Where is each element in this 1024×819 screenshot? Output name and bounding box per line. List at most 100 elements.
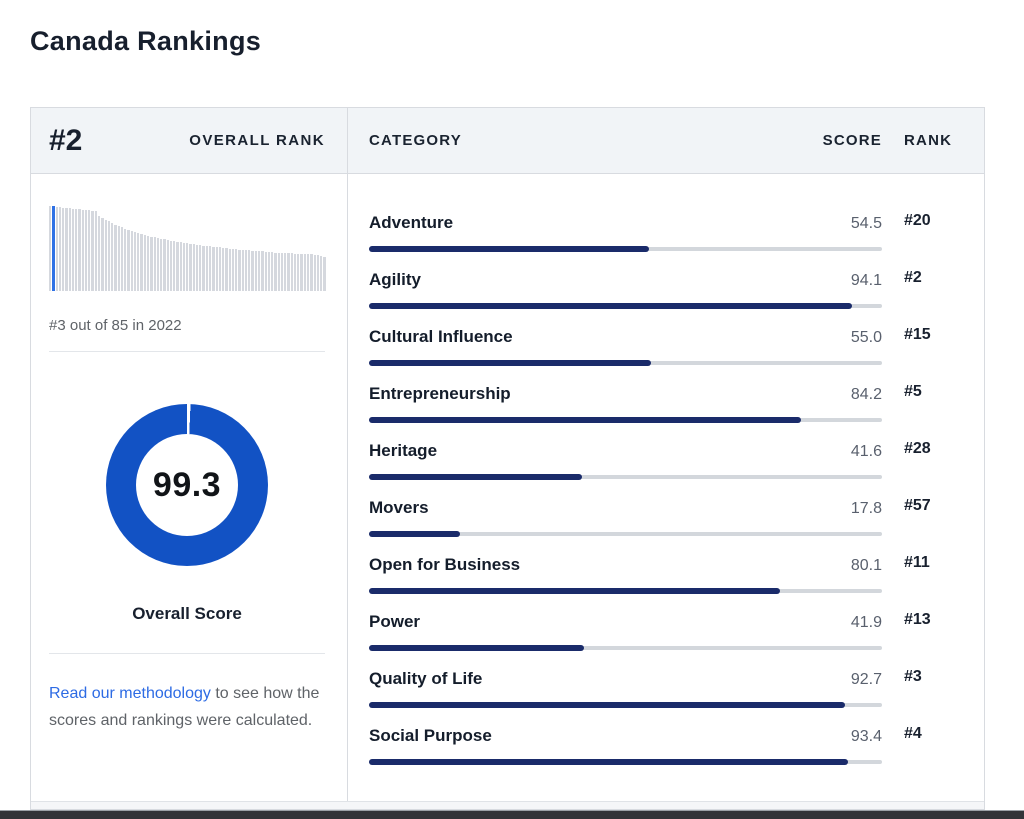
histogram-bar — [65, 207, 68, 291]
histogram-bar — [306, 254, 310, 291]
histogram-bar — [49, 206, 52, 291]
histogram-bar — [140, 234, 143, 291]
histogram-bar — [137, 233, 140, 291]
column-header-rank: RANK — [904, 132, 953, 149]
histogram-bar — [55, 206, 58, 291]
histogram-bar — [101, 217, 104, 291]
histogram-bar — [143, 234, 146, 291]
previous-rank-caption: #3 out of 85 in 2022 — [49, 317, 182, 334]
card-footer-strip — [31, 801, 984, 809]
category-score: 80.1 — [850, 557, 882, 574]
category-name: Social Purpose — [369, 726, 492, 745]
histogram-bar — [97, 216, 101, 291]
category-row: Quality of Life 92.7 #3 — [369, 668, 964, 708]
category-row: Cultural Influence 55.0 #15 — [369, 326, 964, 366]
category-score-bar-fill — [369, 588, 780, 594]
category-row: Heritage 41.6 #28 — [369, 440, 964, 480]
category-score-bar-fill — [369, 360, 652, 366]
histogram-bar — [280, 252, 284, 291]
histogram-bar — [248, 250, 251, 291]
histogram-bar — [104, 219, 107, 291]
table-header-row: CATEGORY SCORE RANK — [348, 108, 984, 173]
histogram-bar — [166, 240, 169, 291]
card-body: #3 out of 85 in 2022 99.3 Overall Score … — [31, 174, 984, 801]
histogram-bar — [160, 238, 163, 291]
category-row: Open for Business 80.1 #11 — [369, 554, 964, 594]
histogram-bar — [81, 209, 84, 291]
histogram-bar — [320, 255, 323, 291]
histogram-bar — [173, 241, 176, 291]
category-row: Adventure 54.5 #20 — [369, 212, 964, 252]
category-row: Power 41.9 #13 — [369, 611, 964, 651]
histogram-bar — [209, 246, 212, 291]
category-score-bar-fill — [369, 474, 583, 480]
histogram-bar — [310, 254, 313, 291]
category-score: 17.8 — [850, 500, 882, 517]
category-score: 92.7 — [850, 671, 882, 688]
category-score: 94.1 — [850, 272, 882, 289]
histogram-bar — [303, 254, 306, 291]
histogram-bar — [186, 243, 189, 291]
histogram-bar — [254, 250, 257, 291]
category-score: 54.5 — [850, 215, 882, 232]
category-score-bar — [369, 759, 882, 765]
category-table: Adventure 54.5 #20 Agility 94.1 #2 Cultu… — [348, 174, 984, 801]
histogram-bar — [62, 207, 65, 291]
category-score-bar — [369, 360, 882, 366]
category-score: 55.0 — [850, 329, 882, 346]
category-score-bar — [369, 246, 882, 252]
category-name: Quality of Life — [369, 669, 483, 688]
category-row: Agility 94.1 #2 — [369, 269, 964, 309]
histogram-bar — [71, 208, 75, 291]
histogram-bar — [297, 253, 300, 291]
overall-rank-header: #2 OVERALL RANK — [31, 108, 348, 173]
overall-score-donut-chart: 99.3 — [106, 404, 268, 566]
histogram-bar — [114, 224, 117, 291]
methodology-link[interactable]: Read our methodology — [49, 685, 211, 702]
category-name: Power — [369, 612, 421, 631]
histogram-bar — [78, 209, 81, 291]
category-score-bar — [369, 531, 882, 537]
histogram-bar — [238, 249, 241, 291]
histogram-bar — [124, 228, 127, 291]
histogram-bar — [88, 210, 91, 291]
category-score-bar-fill — [369, 702, 845, 708]
histogram-bar — [231, 248, 235, 291]
category-score-bar-fill — [369, 531, 461, 537]
category-rank: #2 — [904, 269, 922, 286]
histogram-bar — [290, 253, 293, 291]
histogram-bar — [176, 241, 179, 291]
histogram-bar — [244, 250, 248, 291]
category-score-bar — [369, 417, 882, 423]
histogram-bar — [111, 223, 114, 291]
divider — [49, 653, 325, 654]
histogram-bar — [202, 245, 205, 291]
histogram-bar — [153, 237, 156, 291]
histogram-bar — [130, 231, 133, 291]
category-rank: #57 — [904, 497, 931, 514]
histogram-bar — [58, 207, 62, 291]
histogram-bar — [120, 227, 124, 291]
category-score-bar-fill — [369, 303, 852, 309]
category-rank: #3 — [904, 668, 922, 685]
category-score-bar-fill — [369, 417, 801, 423]
histogram-bar — [94, 210, 97, 291]
histogram-bar — [277, 252, 280, 291]
category-score-bar-fill — [369, 246, 649, 252]
category-rank: #5 — [904, 383, 922, 400]
methodology-note: Read our methodology to see how the scor… — [49, 680, 325, 734]
histogram-bar — [258, 251, 261, 291]
category-name: Adventure — [369, 213, 454, 232]
category-row: Entrepreneurship 84.2 #5 — [369, 383, 964, 423]
category-score-bar-fill — [369, 759, 849, 765]
category-name: Heritage — [369, 441, 438, 460]
histogram-bar — [212, 246, 215, 291]
histogram-bar — [274, 252, 277, 291]
histogram-bar — [107, 221, 111, 291]
histogram-bar — [284, 253, 287, 291]
category-row: Movers 17.8 #57 — [369, 497, 964, 537]
histogram-bar — [150, 236, 153, 291]
category-score-bar — [369, 303, 882, 309]
category-rank: #28 — [904, 440, 931, 457]
histogram-bar — [169, 240, 173, 291]
